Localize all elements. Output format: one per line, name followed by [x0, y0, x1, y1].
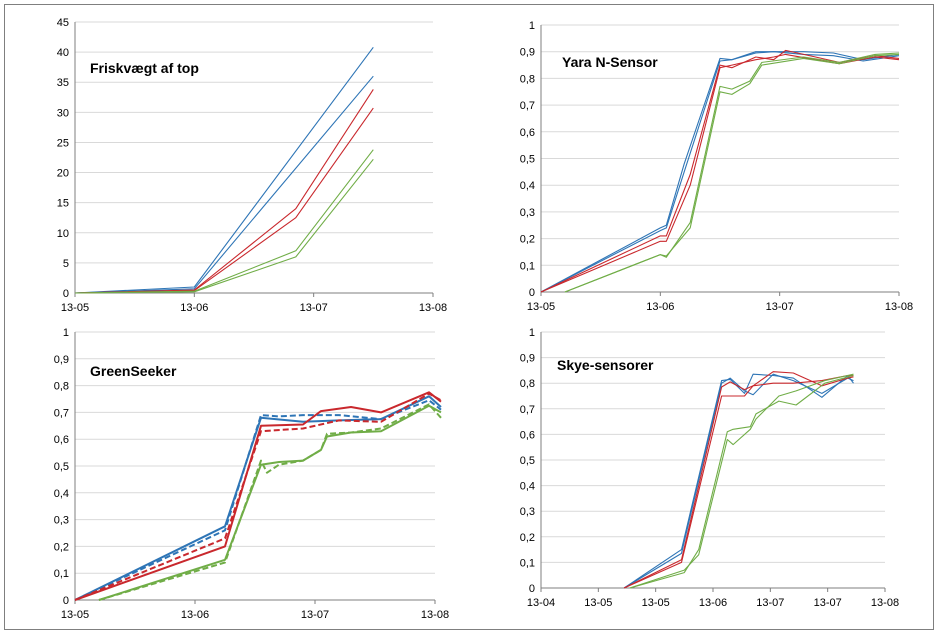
series-line-red	[74, 107, 374, 294]
x-tick-label: 13-06	[646, 301, 674, 313]
y-tick-label: 20	[57, 168, 69, 180]
x-tick-label: 13-08	[885, 301, 913, 313]
x-tick-label: 13-05	[584, 597, 612, 609]
y-tick-label: 1	[529, 327, 535, 339]
series-line-red	[623, 371, 854, 589]
series-line-blue-dashed	[74, 399, 442, 601]
x-tick-label: 13-07	[766, 301, 794, 313]
y-tick-label: 45	[57, 17, 69, 29]
series-line-green	[564, 52, 900, 293]
y-tick-label: 5	[63, 258, 69, 270]
chart-figure-frame	[4, 4, 934, 630]
x-tick-label: 13-06	[180, 302, 208, 314]
y-tick-label: 30	[57, 107, 69, 119]
series-line-green	[629, 373, 854, 589]
y-tick-label: 0,4	[54, 488, 69, 500]
x-tick-label: 13-06	[181, 609, 209, 621]
series-line-red	[74, 391, 442, 601]
y-tick-label: 0,5	[520, 455, 535, 467]
y-tick-label: 0,7	[520, 404, 535, 416]
series-line-red-dashed	[74, 392, 442, 601]
x-tick-label: 13-04	[527, 597, 555, 609]
x-tick-label: 13-08	[421, 609, 449, 621]
series-line-green	[629, 374, 854, 589]
y-tick-label: 0,2	[520, 532, 535, 544]
series-line-blue	[623, 373, 854, 589]
y-tick-label: 0	[529, 287, 535, 299]
y-tick-label: 0,3	[54, 515, 69, 527]
y-tick-label: 0,9	[520, 47, 535, 59]
series-line-green	[74, 158, 374, 294]
x-tick-label: 13-07	[300, 302, 328, 314]
series-line-green	[98, 404, 442, 601]
series-line-blue	[74, 46, 374, 294]
y-tick-label: 0,6	[520, 429, 535, 441]
y-tick-label: 40	[57, 47, 69, 59]
x-tick-label: 13-05	[61, 609, 89, 621]
x-tick-label: 13-05	[527, 301, 555, 313]
x-tick-label: 13-05	[642, 597, 670, 609]
x-tick-label: 13-07	[756, 597, 784, 609]
series-line-green-dashed	[98, 403, 442, 601]
y-tick-label: 0,8	[520, 378, 535, 390]
y-tick-label: 1	[529, 20, 535, 32]
y-tick-label: 0	[63, 595, 69, 607]
y-tick-label: 0,5	[520, 154, 535, 166]
y-tick-label: 0,2	[520, 234, 535, 246]
series-line-blue	[623, 373, 854, 589]
y-tick-label: 0	[63, 288, 69, 300]
x-tick-label: 13-07	[301, 609, 329, 621]
y-tick-label: 0,3	[520, 207, 535, 219]
x-tick-label: 13-05	[61, 302, 89, 314]
y-tick-label: 25	[57, 137, 69, 149]
y-tick-label: 0,1	[520, 260, 535, 272]
y-tick-label: 0,8	[520, 73, 535, 85]
y-tick-label: 0,9	[54, 354, 69, 366]
y-tick-label: 0,8	[54, 381, 69, 393]
y-tick-label: 0,9	[520, 353, 535, 365]
y-tick-label: 0,1	[54, 568, 69, 580]
x-tick-label: 13-08	[871, 597, 899, 609]
x-tick-label: 13-06	[699, 597, 727, 609]
series-line-red	[540, 53, 900, 293]
series-line-green	[564, 53, 900, 293]
series-line-blue	[540, 51, 900, 293]
chart-title: Friskvægt af top	[90, 60, 199, 76]
y-tick-label: 0,7	[520, 100, 535, 112]
y-tick-label: 1	[63, 327, 69, 339]
y-tick-label: 0,6	[54, 434, 69, 446]
series-line-blue	[540, 51, 900, 293]
chart-title: Skye-sensorer	[557, 357, 654, 373]
chart-title: GreenSeeker	[90, 363, 177, 379]
y-tick-label: 0,4	[520, 481, 535, 493]
series-line-red	[623, 374, 854, 589]
y-tick-label: 0,4	[520, 180, 535, 192]
y-tick-label: 0,6	[520, 127, 535, 139]
chart-title: Yara N-Sensor	[562, 54, 658, 70]
series-line-blue	[74, 395, 442, 601]
series-line-blue	[74, 75, 374, 294]
y-tick-label: 15	[57, 198, 69, 210]
y-tick-label: 10	[57, 228, 69, 240]
y-tick-label: 0,1	[520, 557, 535, 569]
x-tick-label: 13-08	[419, 302, 447, 314]
x-tick-label: 13-07	[814, 597, 842, 609]
y-tick-label: 0	[529, 583, 535, 595]
y-tick-label: 0,2	[54, 541, 69, 553]
y-tick-label: 0,3	[520, 506, 535, 518]
y-tick-label: 0,7	[54, 407, 69, 419]
y-tick-label: 0,5	[54, 461, 69, 473]
y-tick-label: 35	[57, 77, 69, 89]
